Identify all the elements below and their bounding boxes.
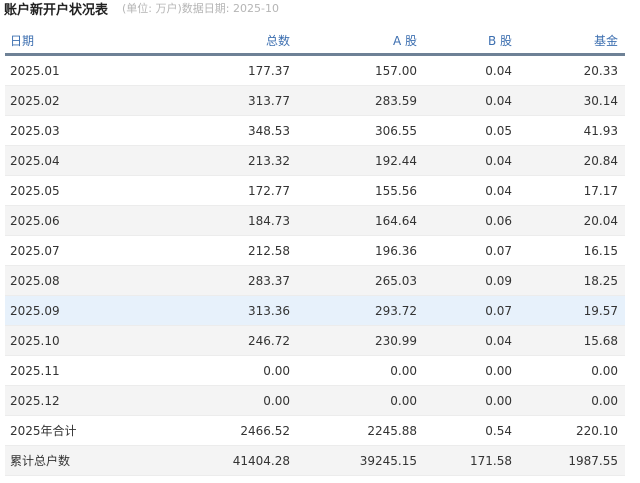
cell-fund: 0.00 [512, 355, 625, 386]
cell-b-share: 0.04 [417, 145, 512, 176]
cell-total: 213.32 [160, 145, 290, 176]
cell-fund: 30.14 [512, 85, 625, 116]
cell-date: 2025.11 [5, 355, 160, 386]
cell-total: 283.37 [160, 265, 290, 296]
cell-a-share: 283.59 [290, 85, 417, 116]
cell-date: 2025.08 [5, 265, 160, 296]
cell-a-share: 196.36 [290, 235, 417, 266]
cell-b-share: 0.04 [417, 175, 512, 206]
cell-b-share: 0.09 [417, 265, 512, 296]
cell-date: 2025.03 [5, 115, 160, 146]
cell-fund: 20.33 [512, 54, 625, 86]
cell-total: 2466.52 [160, 415, 290, 446]
cell-total: 246.72 [160, 325, 290, 356]
cell-total: 348.53 [160, 115, 290, 146]
cell-date: 累计总户数 [5, 445, 160, 476]
cell-b-share: 171.58 [417, 445, 512, 476]
cell-fund: 1987.55 [512, 445, 625, 476]
cell-total: 184.73 [160, 205, 290, 236]
cell-fund: 16.15 [512, 235, 625, 266]
table-row: 2025.01 177.37 157.00 0.04 20.33 [5, 54, 625, 86]
cell-b-share: 0.04 [417, 54, 512, 86]
cell-fund: 220.10 [512, 415, 625, 446]
table-row: 累计总户数 41404.28 39245.15 171.58 1987.55 [5, 445, 625, 476]
cell-a-share: 155.56 [290, 175, 417, 206]
title-bar: 账户新开户状况表 (单位: 万户)数据日期: 2025-10 [4, 0, 279, 18]
table-row: 2025.09 313.36 293.72 0.07 19.57 [5, 295, 625, 326]
cell-a-share: 230.99 [290, 325, 417, 356]
cell-b-share: 0.04 [417, 85, 512, 116]
cell-a-share: 2245.88 [290, 415, 417, 446]
column-header-fund: 基金 [512, 28, 625, 56]
cell-total: 41404.28 [160, 445, 290, 476]
cell-fund: 15.68 [512, 325, 625, 356]
cell-a-share: 192.44 [290, 145, 417, 176]
cell-date: 2025.09 [5, 295, 160, 326]
table-row: 2025.02 313.77 283.59 0.04 30.14 [5, 85, 625, 116]
cell-b-share: 0.00 [417, 355, 512, 386]
cell-b-share: 0.54 [417, 415, 512, 446]
cell-total: 313.77 [160, 85, 290, 116]
cell-b-share: 0.06 [417, 205, 512, 236]
table-row: 2025.11 0.00 0.00 0.00 0.00 [5, 355, 625, 386]
cell-fund: 19.57 [512, 295, 625, 326]
cell-a-share: 293.72 [290, 295, 417, 326]
page-title: 账户新开户状况表 [4, 2, 109, 18]
cell-a-share: 39245.15 [290, 445, 417, 476]
page-subtitle: (单位: 万户)数据日期: 2025-10 [122, 2, 279, 15]
column-header-total: 总数 [160, 28, 290, 56]
table-row: 2025.04 213.32 192.44 0.04 20.84 [5, 145, 625, 176]
cell-date: 2025.02 [5, 85, 160, 116]
cell-total: 0.00 [160, 385, 290, 416]
cell-fund: 17.17 [512, 175, 625, 206]
cell-b-share: 0.07 [417, 235, 512, 266]
cell-date: 2025年合计 [5, 415, 160, 446]
cell-fund: 20.84 [512, 145, 625, 176]
cell-a-share: 265.03 [290, 265, 417, 296]
cell-a-share: 157.00 [290, 54, 417, 86]
account-table: 日期 总数 A 股 B 股 基金 2025.01 177.37 157.00 0.04… [5, 28, 625, 476]
cell-a-share: 164.64 [290, 205, 417, 236]
table-header-row: 日期 总数 A 股 B 股 基金 [5, 28, 625, 56]
cell-fund: 0.00 [512, 385, 625, 416]
table-row: 2025.08 283.37 265.03 0.09 18.25 [5, 265, 625, 296]
column-header-date: 日期 [5, 28, 160, 56]
cell-date: 2025.04 [5, 145, 160, 176]
table-row: 2025.06 184.73 164.64 0.06 20.04 [5, 205, 625, 236]
table-row: 2025.10 246.72 230.99 0.04 15.68 [5, 325, 625, 356]
cell-date: 2025.05 [5, 175, 160, 206]
cell-date: 2025.07 [5, 235, 160, 266]
table-row: 2025.12 0.00 0.00 0.00 0.00 [5, 385, 625, 416]
cell-a-share: 0.00 [290, 385, 417, 416]
table-row: 2025.05 172.77 155.56 0.04 17.17 [5, 175, 625, 206]
cell-total: 172.77 [160, 175, 290, 206]
cell-total: 212.58 [160, 235, 290, 266]
cell-date: 2025.10 [5, 325, 160, 356]
table-row: 2025.07 212.58 196.36 0.07 16.15 [5, 235, 625, 266]
cell-date: 2025.01 [5, 54, 160, 86]
column-header-b-share: B 股 [417, 28, 512, 56]
cell-total: 313.36 [160, 295, 290, 326]
cell-b-share: 0.00 [417, 385, 512, 416]
cell-fund: 18.25 [512, 265, 625, 296]
cell-date: 2025.12 [5, 385, 160, 416]
table-row: 2025.03 348.53 306.55 0.05 41.93 [5, 115, 625, 146]
cell-fund: 41.93 [512, 115, 625, 146]
cell-total: 177.37 [160, 54, 290, 86]
cell-total: 0.00 [160, 355, 290, 386]
cell-b-share: 0.07 [417, 295, 512, 326]
cell-fund: 20.04 [512, 205, 625, 236]
cell-date: 2025.06 [5, 205, 160, 236]
column-header-a-share: A 股 [290, 28, 417, 56]
cell-a-share: 0.00 [290, 355, 417, 386]
cell-a-share: 306.55 [290, 115, 417, 146]
table-row: 2025年合计 2466.52 2245.88 0.54 220.10 [5, 415, 625, 446]
cell-b-share: 0.05 [417, 115, 512, 146]
cell-b-share: 0.04 [417, 325, 512, 356]
